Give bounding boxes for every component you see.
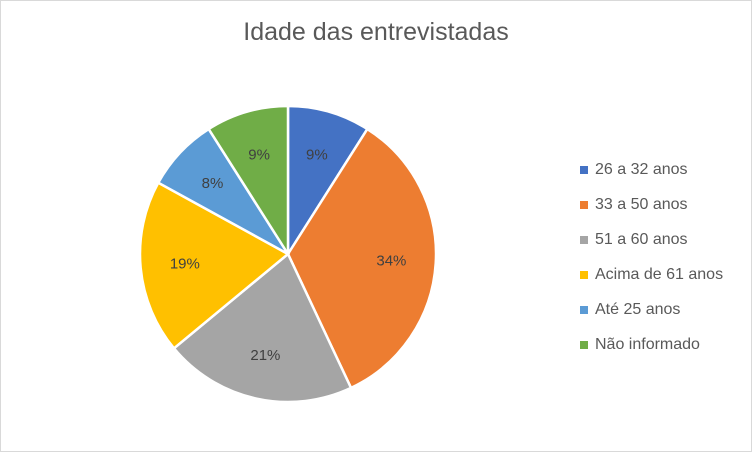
slice-data-label-0: 9% [306,147,328,164]
chart-title: Idade das entrevistadas [243,18,509,46]
legend-swatch [580,340,588,349]
legend-swatch [580,305,588,314]
pie-slice-2 [172,252,353,404]
legend-label: 26 a 32 anos [595,160,688,178]
slice-data-label-4: 8% [202,175,224,192]
pie-slice-5 [206,104,290,259]
pie-slice-1 [286,127,438,390]
legend-item-5: Não informado [580,327,723,362]
legend-swatch [580,165,588,174]
slice-data-label-2: 21% [250,347,280,364]
pie-slice-0 [286,104,370,259]
legend-item-3: Acima de 61 anos [580,257,723,292]
legend-swatch [580,235,588,244]
legend-label: Acima de 61 anos [595,265,724,283]
pie-slice-3 [138,181,291,351]
legend-label: Até 25 anos [595,300,681,318]
legend-swatch [580,270,588,279]
legend-item-0: 26 a 32 anos [580,152,723,187]
legend-swatch [580,200,588,209]
legend-label: 51 a 60 anos [595,230,688,248]
legend-item-1: 33 a 50 anos [580,187,723,222]
legend-item-4: Até 25 anos [580,292,723,327]
slice-data-label-1: 34% [376,253,406,270]
slice-data-label-5: 9% [248,147,270,164]
legend-label: Não informado [595,335,700,353]
legend-label: 33 a 50 anos [595,195,688,213]
legend-item-2: 51 a 60 anos [580,222,723,257]
slice-data-label-3: 19% [170,256,200,273]
legend: 26 a 32 anos 33 a 50 anos 51 a 60 anos Acim… [580,152,723,362]
